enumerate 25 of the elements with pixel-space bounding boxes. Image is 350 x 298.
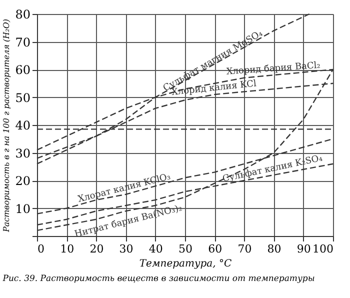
y-tick-label: 50 <box>15 90 30 105</box>
x-tick-label: 100 <box>312 242 334 256</box>
series-label: Хлорид бария BaCl₂ <box>226 60 322 78</box>
x-axis-title: Температура, °C <box>139 258 232 270</box>
text: Хлорат калия KClO₃ <box>77 172 172 205</box>
x-tick-label: 70 <box>238 242 252 256</box>
x-tick-label: 20 <box>90 242 104 256</box>
x-tick-label: 50 <box>178 242 192 256</box>
x-tick-label: 90 <box>296 242 311 256</box>
y-tick-label: 60 <box>15 63 30 77</box>
y-tick-label: 40 <box>15 118 30 132</box>
x-tick-label: 10 <box>60 242 74 256</box>
x-tick-label: 60 <box>208 242 222 256</box>
x-tick-label: 40 <box>148 242 163 256</box>
y-tick-label: 30 <box>15 146 30 160</box>
text: Сульфат калия K₂SO₄ <box>222 154 324 185</box>
x-tick-label: 30 <box>119 242 134 256</box>
y-axis-title: Растворимость в г на 100 г растворителя (H₂O) <box>2 18 12 234</box>
x-tick-label: 0 <box>38 242 44 256</box>
y-tick-label: 20 <box>15 174 30 188</box>
y-tick-label: 70 <box>15 35 30 50</box>
x-tick-label: 80 <box>267 242 282 256</box>
y-tick-label: 80 <box>15 8 30 22</box>
y-tick-label: 10 <box>15 202 30 216</box>
text: Рис. 39. Растворимость веществ в зависимости от температуры <box>2 274 315 284</box>
